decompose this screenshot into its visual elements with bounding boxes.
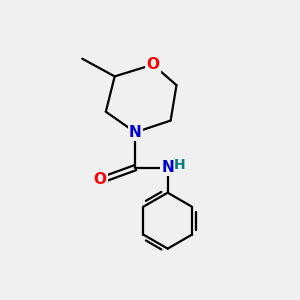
Text: N: N	[129, 125, 142, 140]
Text: O: O	[93, 172, 106, 187]
Text: H: H	[174, 158, 186, 172]
Text: O: O	[146, 57, 159, 72]
Text: N: N	[161, 160, 174, 175]
